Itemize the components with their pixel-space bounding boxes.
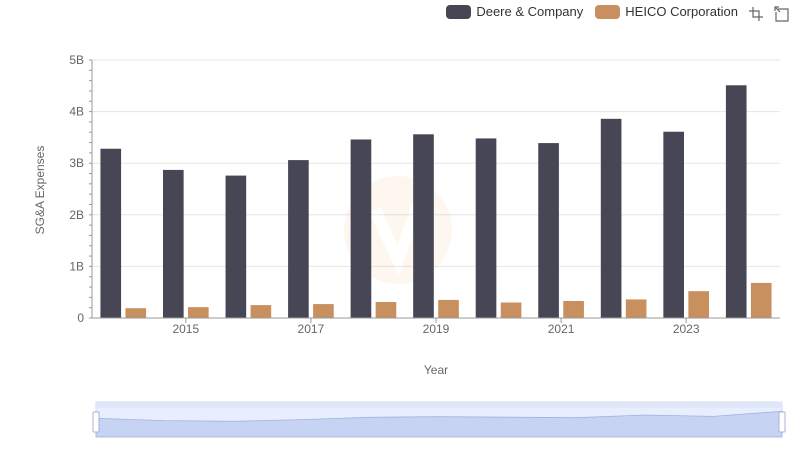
x-tick-label: 2019 (423, 322, 450, 336)
zoom-preview-line (95, 410, 783, 438)
legend: Deere & Company HEICO Corporation (446, 4, 738, 19)
bar-deere[interactable] (162, 169, 184, 318)
legend-item-deere[interactable]: Deere & Company (446, 4, 583, 19)
bar-deere[interactable] (600, 118, 622, 318)
bars (100, 85, 772, 318)
bar-heico[interactable] (125, 308, 147, 318)
y-tick-label: 3B (69, 156, 84, 170)
zoom-handle-bar[interactable] (96, 402, 782, 408)
bar-heico[interactable] (375, 302, 397, 318)
x-tick-label: 2021 (548, 322, 575, 336)
y-tick-label: 0 (77, 311, 84, 325)
zoom-in-icon[interactable] (748, 6, 764, 22)
bar-heico[interactable] (250, 305, 272, 318)
y-tick-label: 5B (69, 53, 84, 67)
bar-deere[interactable] (663, 131, 684, 318)
bar-deere[interactable] (538, 143, 559, 318)
bar-heico[interactable] (500, 302, 522, 318)
bar-heico[interactable] (750, 282, 772, 318)
axes: 0 1B 2B 3B 4B 5B 2015 2017 2019 2021 2023 (69, 53, 780, 336)
bar-deere[interactable] (475, 138, 497, 318)
x-tick-label: 2015 (172, 322, 199, 336)
bar-heico[interactable] (438, 299, 459, 318)
legend-label-heico: HEICO Corporation (625, 4, 738, 19)
bar-heico[interactable] (188, 307, 209, 318)
y-axis-title: SG&A Expenses (33, 146, 47, 235)
y-tick-label: 1B (69, 259, 84, 273)
bar-deere[interactable] (350, 139, 372, 318)
y-tick-label: 2B (69, 208, 84, 222)
x-tick-label: 2017 (298, 322, 325, 336)
legend-item-heico[interactable]: HEICO Corporation (595, 4, 738, 19)
bar-heico[interactable] (688, 291, 710, 318)
legend-swatch-heico (595, 4, 621, 19)
toolbar (748, 6, 790, 22)
bar-heico[interactable] (563, 300, 584, 318)
zoom-right-handle[interactable] (778, 411, 786, 433)
legend-label-deere: Deere & Company (476, 4, 584, 19)
y-tick-label: 4B (69, 105, 84, 119)
bar-heico[interactable] (313, 304, 334, 318)
bar-deere[interactable] (225, 175, 247, 318)
bar-deere[interactable] (100, 148, 122, 318)
legend-swatch-deere (446, 4, 472, 19)
x-tick-label: 2023 (673, 322, 700, 336)
bar-deere[interactable] (725, 85, 747, 318)
bar-heico[interactable] (625, 299, 647, 318)
x-axis-title: Year (424, 363, 448, 377)
restore-icon[interactable] (774, 6, 790, 22)
bar-deere[interactable] (413, 134, 434, 318)
data-zoom-slider[interactable] (92, 401, 786, 438)
bar-deere[interactable] (288, 160, 309, 318)
zoom-left-handle[interactable] (92, 411, 100, 433)
